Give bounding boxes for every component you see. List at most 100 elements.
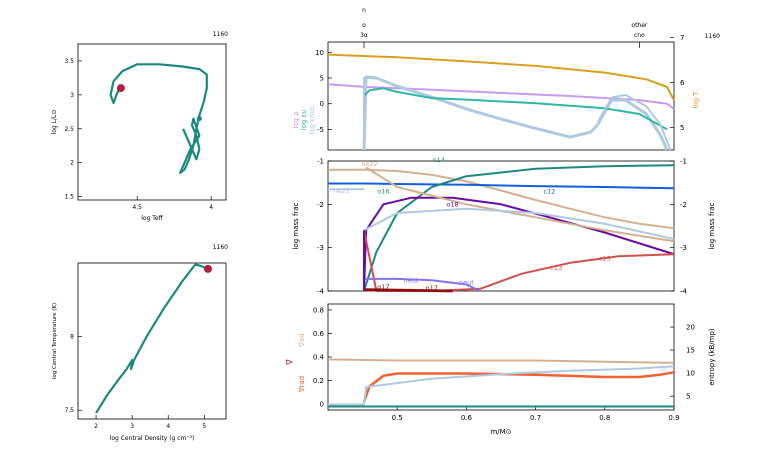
bot-x-tick-label: 0.7: [530, 414, 541, 422]
center-track-line: [95, 263, 205, 414]
bot-left-tick-label: 0.8: [313, 306, 324, 314]
top-ylabel-eps-nuc: log εnuc: [308, 105, 316, 135]
hr-track-line: [109, 63, 208, 174]
hr-x-tick-label: 4: [209, 204, 213, 211]
bot-frame: [327, 303, 675, 411]
bot-x-tick-label: 0.6: [461, 414, 473, 422]
gradient-entropy-profile-panel: 0.5 0.6 0.7 0.8 0.9 0 0.2 0.4 0.6 0.8 5 10 15 20 m/M⊙ ∇…: [285, 303, 716, 436]
abundance-line-ne22b: [365, 166, 675, 243]
top-label-n: n: [362, 7, 366, 14]
eps-edge-line: [597, 94, 672, 151]
abundance-line-gray: [363, 207, 675, 240]
central-conditions-panel: 1160 2 3 4 5 7.5 8 log Central Density (g cm⁻³)…: [52, 244, 228, 442]
hr-y-tick-label: 2.5: [64, 126, 74, 133]
top-label-3a: 3α: [360, 32, 368, 39]
mid-right-tick-label: -2: [680, 201, 687, 209]
center-x-axis-label: log Central Density (g cm⁻³): [110, 435, 195, 442]
mid-ylabel-left: log mass frac: [292, 202, 300, 249]
center-y-axis-label: log Central Temperature (K): [52, 303, 58, 379]
bot-ylabel-nabla-rad: ∇rad: [298, 376, 306, 393]
hr-y-axis-label: log L/L⊙: [51, 110, 58, 135]
abundance-label-c13: c13: [599, 255, 611, 263]
hr-track-point: [196, 116, 202, 122]
top-right-tick-label: 7: [680, 34, 684, 42]
bot-left-tick-label: 0.6: [313, 330, 325, 338]
log-eps-nu-line: [363, 87, 668, 131]
bot-left-tick-label: 0.2: [313, 377, 324, 385]
entropy-line: [328, 365, 675, 406]
abundance-label-ne22: ne22: [334, 187, 350, 195]
center-model-number: 1160: [213, 244, 228, 251]
bot-ylabel-nabla: ∇: [285, 359, 294, 366]
hr-diagram-panel: 1160 4.5 4 1.5 2 2.5 3 3.5 log Teff log L/L⊙: [51, 31, 228, 222]
hr-x-tick-label: 4.5: [132, 204, 142, 211]
center-x-tick-label: 3: [130, 423, 134, 430]
abundance-line-o17: [363, 288, 453, 293]
abundance-line-neut: [364, 277, 481, 292]
hr-y-tick-label: 3: [70, 92, 74, 99]
hr-current-point: [116, 84, 125, 93]
abundance-label-n14: n14: [433, 156, 445, 164]
bot-right-tick-label: 10: [686, 370, 695, 378]
center-y-tick-label: 7.5: [64, 407, 74, 414]
top-ylabel-temperature: log T: [692, 91, 700, 109]
bot-ylabel-entropy: entropy (kB/mp): [708, 328, 716, 386]
abundance-line-n14: [363, 164, 675, 292]
abundance-label-o17: o17: [377, 283, 389, 291]
top-label-o: o: [362, 22, 366, 29]
hr-y-tick-label: 1.5: [64, 194, 74, 201]
top-left-tick-label: 0: [320, 100, 324, 108]
mid-left-tick-label: -4: [317, 288, 325, 296]
bot-right-tick-label: 5: [686, 393, 690, 401]
hr-y-tick-label: 3.5: [64, 58, 74, 65]
top-ylabel-eps-nu: log εν: [300, 110, 308, 131]
top-model-number: 1160: [705, 33, 720, 40]
bot-right-tick-label: 20: [686, 324, 695, 332]
bot-ylabel-nabla-ad: ∇ad: [298, 333, 306, 347]
mid-right-tick-label: -1: [680, 158, 687, 166]
top-left-tick-label: 5: [320, 75, 324, 83]
abundance-line-o16: [328, 182, 675, 190]
mid-right-tick-label: -4: [680, 288, 688, 296]
abundance-label-neut: neut: [459, 279, 474, 287]
center-x-tick-label: 5: [202, 423, 206, 430]
top-label-other: other: [631, 22, 648, 29]
hr-y-tick-label: 2: [70, 160, 74, 167]
top-right-tick-label: 5: [680, 124, 684, 132]
logT-line: [327, 53, 675, 101]
bot-x-tick-label: 0.9: [668, 414, 679, 422]
bot-x-tick-label: 0.8: [599, 414, 610, 422]
log-rho-line: [327, 83, 675, 110]
hr-model-number: 1160: [213, 31, 228, 38]
abundance-label-o18: o18: [446, 201, 458, 209]
nabla-rad-line: [362, 371, 675, 403]
abundance-label-o17: o17: [426, 284, 438, 292]
hr-frame: [77, 43, 227, 201]
abundance-label-neut: neut: [404, 276, 419, 284]
top-left-tick-label: -5: [317, 126, 324, 134]
bot-left-tick-label: 0: [320, 401, 324, 409]
mid-right-tick-label: -3: [680, 244, 687, 252]
log-eps-nuc-line: [362, 75, 669, 151]
abundance-label-c13: c13: [550, 264, 562, 272]
mid-left-tick-label: -3: [317, 244, 324, 252]
abundance-label-o16: o16: [377, 188, 389, 196]
abundance-line-c12: [328, 168, 675, 230]
center-x-tick-label: 2: [94, 423, 98, 430]
center-frame: [77, 262, 227, 420]
mid-left-tick-label: -2: [317, 201, 324, 209]
bot-left-tick-label: 0.4: [313, 354, 325, 362]
bot-x-tick-label: 0.5: [392, 414, 403, 422]
center-x-tick-label: 4: [166, 423, 170, 430]
nabla-ad-line: [327, 358, 675, 364]
hr-x-axis-label: log Teff: [141, 215, 163, 222]
top-left-tick-label: 10: [315, 49, 324, 57]
top-frame: [327, 41, 675, 151]
bot-right-tick-label: 15: [686, 347, 695, 355]
top-right-tick-label: 6: [680, 79, 685, 87]
center-y-tick-label: 8: [70, 334, 74, 341]
abundance-line-o18: [363, 196, 675, 292]
mid-left-tick-label: -1: [317, 158, 324, 166]
